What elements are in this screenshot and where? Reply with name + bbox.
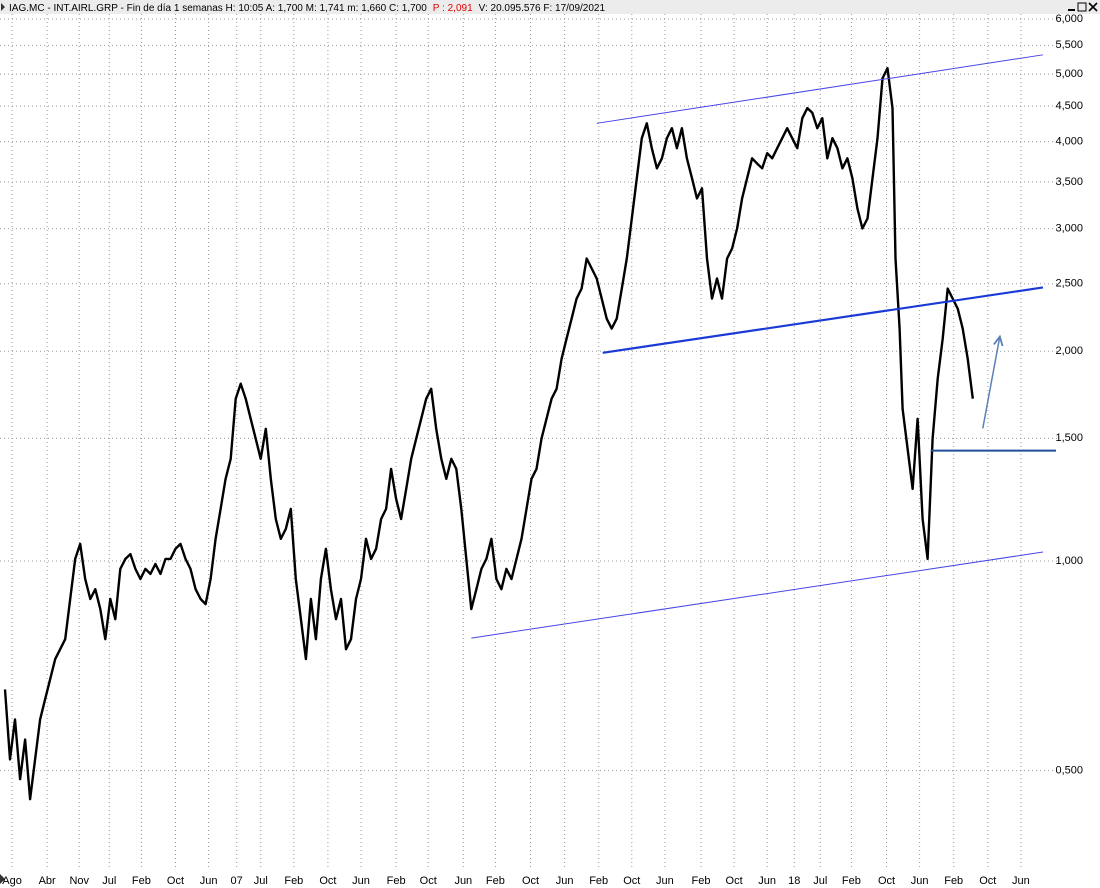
minimize[interactable] [1068,9,1075,11]
x-tick-label: Oct [319,875,336,887]
x-tick-label: Jun [656,875,674,887]
x-tick-label: 18 [788,875,800,887]
y-tick-label: 3,500 [1055,176,1083,188]
y-tick-label: 1,500 [1055,432,1083,444]
scroll-arrow [0,874,5,884]
x-tick-label: Feb [132,875,151,887]
maximize[interactable] [1077,2,1087,12]
y-tick-label: 4,500 [1055,100,1083,112]
trend-line [602,286,1044,354]
window-controls[interactable] [1068,2,1098,12]
x-tick-label: Oct [979,875,996,887]
price-line [3,67,974,801]
x-tick-label: Jun [352,875,370,887]
trend-line [596,54,1044,124]
x-tick-label: Oct [522,875,539,887]
y-tick-label: 1,000 [1055,555,1083,567]
x-tick-label: Oct [878,875,895,887]
x-tick-label: Jun [200,875,218,887]
y-tick-label: 3,000 [1055,223,1083,235]
x-tick-label: Oct [623,875,640,887]
x-tick-label: Feb [486,875,505,887]
x-tick-label: Jun [1012,875,1030,887]
x-tick-label: Jun [758,875,776,887]
x-tick-label: Feb [284,875,303,887]
grid [0,14,1058,870]
x-tick-label: Oct [726,875,743,887]
info-part: V: 20.095.576 F: 17/09/2021 [479,3,606,14]
x-tick-label: Feb [842,875,861,887]
x-tick-label: 07 [231,875,243,887]
header-bar [0,0,1100,14]
y-tick-label: 0,500 [1055,765,1083,777]
y-tick-label: 2,000 [1055,345,1083,357]
close[interactable] [1088,2,1098,12]
x-tick-label: Jun [911,875,929,887]
x-tick-label: Nov [69,875,89,887]
header-arrow [1,3,5,11]
x-tick-label: Jun [556,875,574,887]
x-tick-label: Feb [692,875,711,887]
arrow [982,337,1000,429]
plot [3,54,1056,801]
trend-line [471,551,1044,639]
x-tick-label: Ago [2,875,22,887]
chart-info: IAG.MC - INT.AIRL.GRP - Fin de día 1 sem… [9,3,605,14]
y-tick-label: 5,000 [1055,68,1083,80]
x-tick-label: Jul [102,875,116,887]
x-tick-label: Feb [589,875,608,887]
y-tick-label: 2,500 [1055,278,1083,290]
y-tick-label: 6,000 [1055,13,1083,25]
x-tick-label: Jul [254,875,268,887]
x-tick-label: Abr [39,875,56,887]
x-tick-label: Jul [813,875,827,887]
y-tick-label: 5,500 [1055,39,1083,51]
x-tick-label: Oct [167,875,184,887]
info-part: IAG.MC - INT.AIRL.GRP - Fin de día 1 sem… [9,3,427,14]
x-tick-label: Feb [944,875,963,887]
x-tick-label: Oct [420,875,437,887]
x-tick-label: Jun [454,875,472,887]
y-tick-label: 4,000 [1055,136,1083,148]
info-part: P : 2,091 [433,3,473,14]
x-tick-label: Feb [387,875,406,887]
